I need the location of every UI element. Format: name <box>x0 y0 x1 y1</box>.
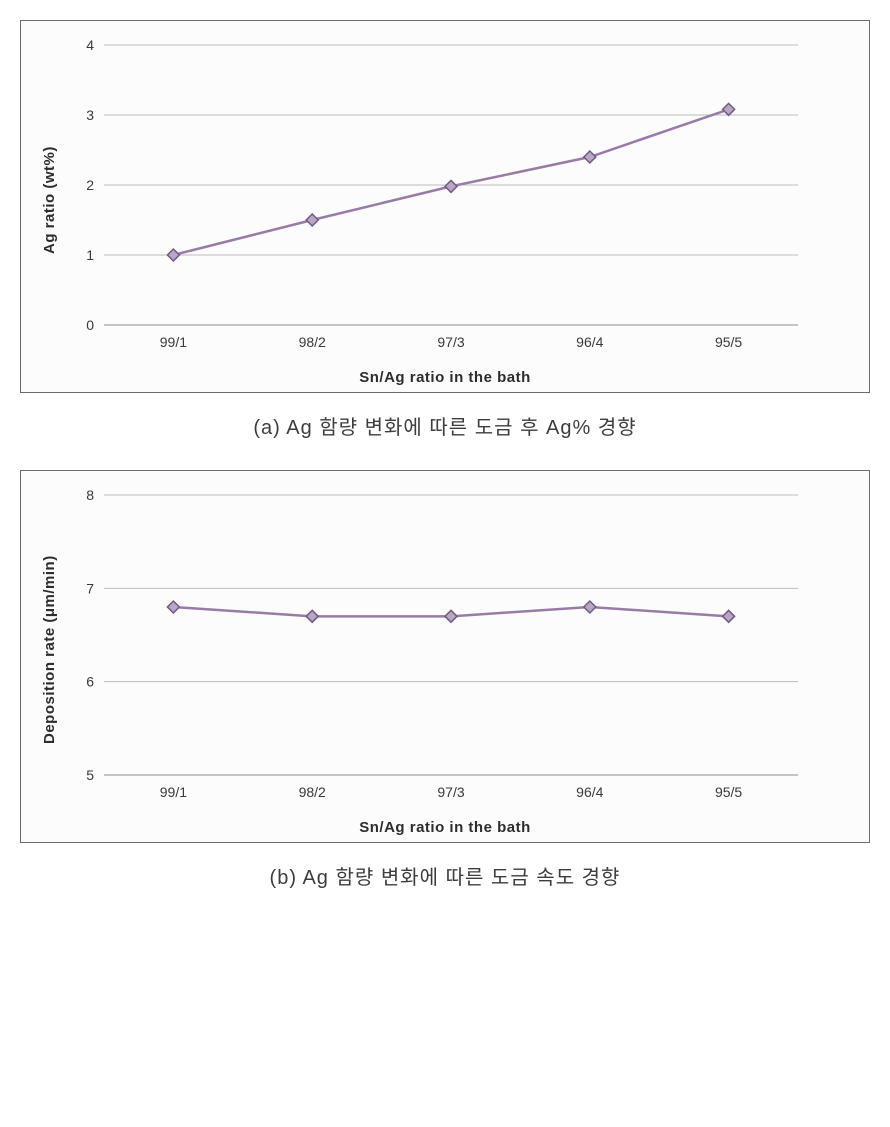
svg-text:97/3: 97/3 <box>437 334 464 350</box>
svg-text:1: 1 <box>86 247 94 263</box>
svg-text:99/1: 99/1 <box>160 784 187 800</box>
svg-text:5: 5 <box>86 767 94 783</box>
svg-text:98/2: 98/2 <box>299 334 326 350</box>
chart-b-block: Deposition rate (μm/min) 5 6 7 8 99/1 98/2 97/… <box>20 470 870 890</box>
chart-b-ylabel: Deposition rate (μm/min) <box>35 485 58 815</box>
svg-text:8: 8 <box>86 487 94 503</box>
chart-b-xlabel: Sn/Ag ratio in the bath <box>35 819 855 836</box>
caption-b: (b) Ag 함량 변화에 따른 도금 속도 경향 <box>20 861 870 890</box>
chart-b-svg: 5 6 7 8 99/1 98/2 97/3 96/4 95/5 <box>58 485 818 815</box>
chart-a-block: Ag ratio (wt%) 0 1 2 3 4 99/1 98/2 97/3 96/4 95/5… <box>20 20 870 440</box>
chart-a-frame: Ag ratio (wt%) 0 1 2 3 4 99/1 98/2 97/3 96/4 95/5… <box>20 20 870 393</box>
caption-a: (a) Ag 함량 변화에 따른 도금 후 Ag% 경향 <box>20 411 870 440</box>
svg-text:4: 4 <box>86 37 94 53</box>
svg-text:3: 3 <box>86 107 94 123</box>
svg-text:0: 0 <box>86 317 94 333</box>
svg-text:6: 6 <box>86 674 94 690</box>
chart-b-plotwrap: Deposition rate (μm/min) 5 6 7 8 99/1 98/2 97/… <box>35 485 855 815</box>
svg-text:97/3: 97/3 <box>437 784 464 800</box>
chart-a-plotwrap: Ag ratio (wt%) 0 1 2 3 4 99/1 98/2 97/3 96/4 95/5 <box>35 35 855 365</box>
svg-text:95/5: 95/5 <box>715 784 742 800</box>
svg-text:96/4: 96/4 <box>576 334 603 350</box>
svg-text:7: 7 <box>86 580 94 596</box>
chart-a-ylabel: Ag ratio (wt%) <box>35 35 58 365</box>
svg-text:96/4: 96/4 <box>576 784 603 800</box>
chart-b-frame: Deposition rate (μm/min) 5 6 7 8 99/1 98/2 97/… <box>20 470 870 843</box>
chart-a-xlabel: Sn/Ag ratio in the bath <box>35 369 855 386</box>
svg-text:99/1: 99/1 <box>160 334 187 350</box>
svg-text:95/5: 95/5 <box>715 334 742 350</box>
svg-text:98/2: 98/2 <box>299 784 326 800</box>
chart-a-svg: 0 1 2 3 4 99/1 98/2 97/3 96/4 95/5 <box>58 35 818 365</box>
svg-text:2: 2 <box>86 177 94 193</box>
